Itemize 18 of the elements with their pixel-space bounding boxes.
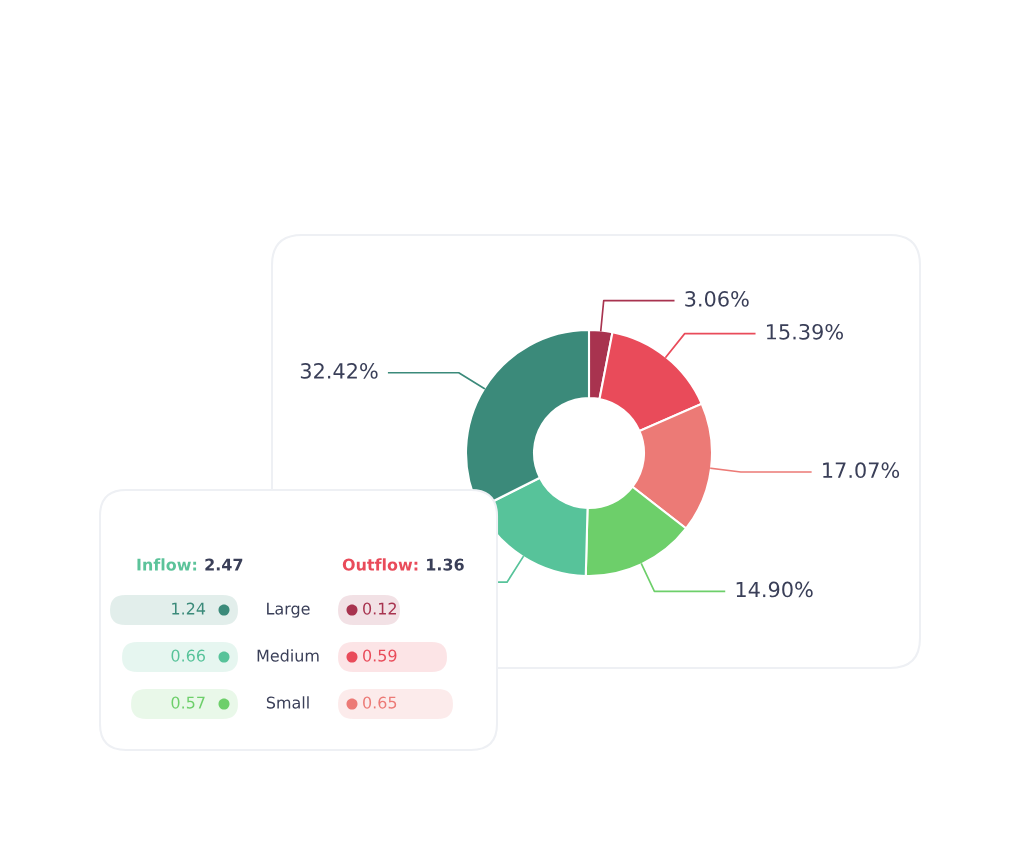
data-label: 3.06% bbox=[685, 290, 749, 307]
data-label: 0.66 bbox=[171, 649, 205, 662]
data-label: 14.90% bbox=[736, 581, 813, 598]
data-label: 0.59 bbox=[363, 649, 397, 662]
series-label: Inflow: bbox=[137, 558, 197, 571]
data-label: 15.39% bbox=[766, 323, 843, 340]
text: 1.36 bbox=[427, 558, 464, 571]
data-label: 1.24 bbox=[172, 602, 206, 615]
data-label: 32.42% bbox=[300, 363, 378, 379]
category-label: Large bbox=[267, 602, 310, 618]
data-label: 17.07% bbox=[823, 462, 900, 479]
data-label: 0.12 bbox=[363, 602, 396, 615]
data-label: 0.57 bbox=[171, 696, 205, 709]
category-label: Medium bbox=[257, 649, 319, 662]
data-label: 0.65 bbox=[363, 696, 397, 709]
series-label: Outflow: bbox=[342, 558, 418, 571]
category-label: Small bbox=[266, 696, 309, 709]
text: 2.47 bbox=[205, 558, 243, 571]
